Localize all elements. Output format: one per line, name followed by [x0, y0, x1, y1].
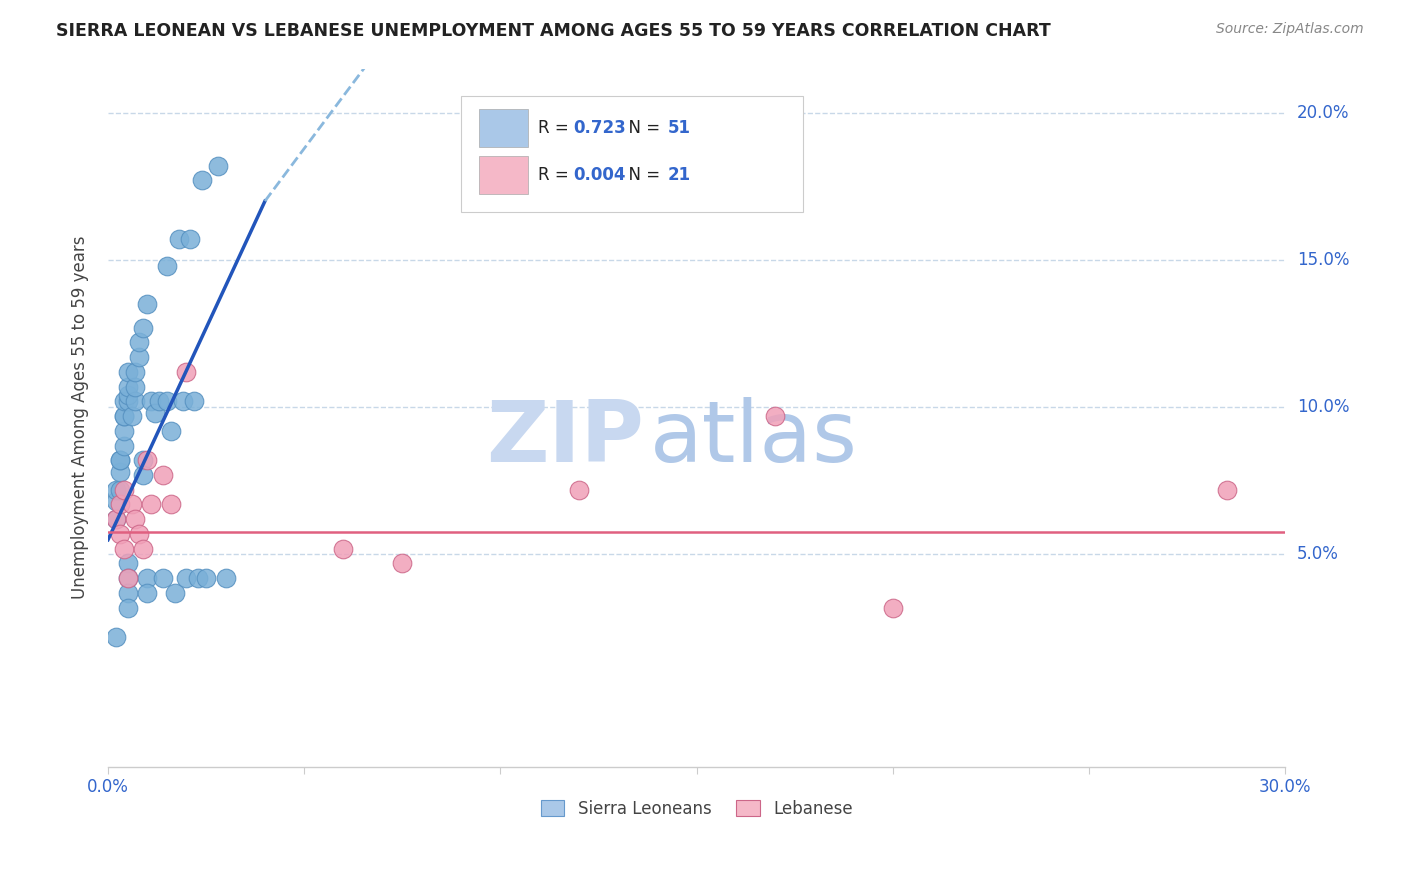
Point [882, 600, 904, 615]
Point [187, 571, 209, 585]
Point [128, 350, 150, 364]
Text: 20.0%: 20.0% [1298, 103, 1350, 121]
Point [117, 365, 139, 379]
Point [121, 498, 143, 512]
Point [132, 453, 155, 467]
Point [117, 388, 139, 402]
Point [159, 424, 181, 438]
Point [152, 571, 174, 585]
Point [152, 467, 174, 482]
Text: 51: 51 [668, 119, 690, 136]
Point [117, 586, 139, 600]
Point [132, 541, 155, 556]
Point [136, 586, 159, 600]
Point [124, 379, 146, 393]
Point [136, 297, 159, 311]
Text: R =: R = [537, 119, 579, 136]
Point [117, 557, 139, 571]
Point [124, 512, 146, 526]
Point [176, 571, 198, 585]
Point [124, 394, 146, 409]
Point [112, 394, 135, 409]
Point [191, 173, 214, 187]
Point [104, 630, 127, 644]
Text: N =: N = [617, 119, 665, 136]
Text: SIERRA LEONEAN VS LEBANESE UNEMPLOYMENT AMONG AGES 55 TO 59 YEARS CORRELATION CH: SIERRA LEONEAN VS LEBANESE UNEMPLOYMENT … [56, 22, 1052, 40]
Point [215, 571, 238, 585]
Point [176, 365, 198, 379]
Text: R =: R = [537, 166, 579, 185]
Text: 0.723: 0.723 [574, 119, 626, 136]
Point [141, 394, 163, 409]
Point [108, 483, 131, 497]
Point [136, 571, 159, 585]
Legend: Sierra Leoneans, Lebanese: Sierra Leoneans, Lebanese [534, 793, 859, 824]
Point [763, 409, 786, 423]
Point [112, 483, 135, 497]
FancyBboxPatch shape [479, 109, 529, 146]
Text: 15.0%: 15.0% [1298, 251, 1350, 269]
Point [332, 541, 354, 556]
Point [121, 409, 143, 423]
Point [156, 394, 179, 409]
Text: Source: ZipAtlas.com: Source: ZipAtlas.com [1216, 22, 1364, 37]
FancyBboxPatch shape [461, 96, 803, 211]
Point [108, 465, 131, 479]
Point [108, 498, 131, 512]
Point [568, 483, 591, 497]
Point [112, 438, 135, 452]
Point [108, 453, 131, 467]
Point [159, 498, 181, 512]
Point [117, 571, 139, 585]
Point [117, 379, 139, 393]
Point [104, 494, 127, 508]
Point [183, 394, 205, 409]
Point [391, 557, 413, 571]
Text: 10.0%: 10.0% [1298, 398, 1350, 417]
Text: 21: 21 [668, 166, 690, 185]
Point [112, 409, 135, 423]
Point [141, 498, 163, 512]
Y-axis label: Unemployment Among Ages 55 to 59 years: Unemployment Among Ages 55 to 59 years [72, 235, 89, 599]
Point [179, 232, 201, 246]
Point [128, 527, 150, 541]
Point [112, 409, 135, 423]
Point [112, 541, 135, 556]
Point [1215, 483, 1237, 497]
Text: 0.004: 0.004 [574, 166, 626, 185]
Point [124, 365, 146, 379]
Point [128, 335, 150, 350]
Point [163, 586, 186, 600]
Point [117, 394, 139, 409]
FancyBboxPatch shape [479, 156, 529, 194]
Point [108, 453, 131, 467]
Point [143, 406, 166, 420]
Text: N =: N = [617, 166, 665, 185]
Point [132, 467, 155, 482]
Point [148, 394, 170, 409]
Point [172, 394, 194, 409]
Text: ZIP: ZIP [486, 397, 644, 480]
Point [156, 259, 179, 273]
Point [104, 483, 127, 497]
Point [195, 571, 218, 585]
Point [207, 159, 229, 173]
Text: atlas: atlas [650, 397, 858, 480]
Point [136, 453, 159, 467]
Point [167, 232, 190, 246]
Point [108, 527, 131, 541]
Point [104, 512, 127, 526]
Point [112, 424, 135, 438]
Point [117, 600, 139, 615]
Text: 5.0%: 5.0% [1298, 546, 1339, 564]
Point [132, 320, 155, 334]
Point [117, 571, 139, 585]
Point [104, 512, 127, 526]
